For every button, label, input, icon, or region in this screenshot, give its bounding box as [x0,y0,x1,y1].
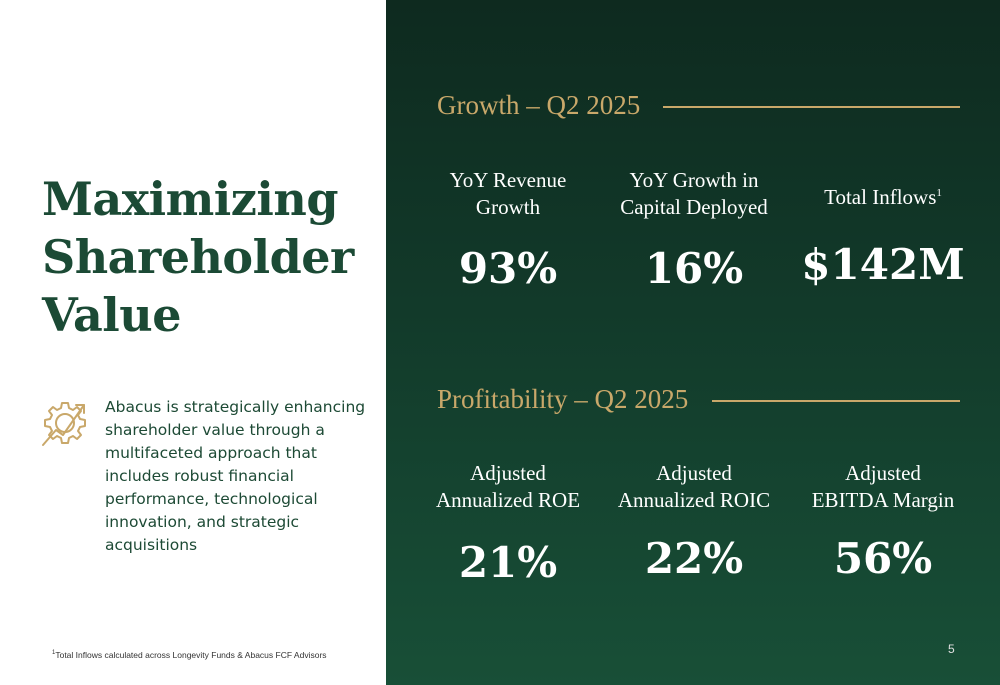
title-line-2: Shareholder [42,230,354,284]
footnote: 1Total Inflows calculated across Longevi… [52,650,327,660]
label-line: Annualized ROIC [617,488,771,512]
footnote-marker: 1 [52,650,56,657]
profitability-metric-3-value: 56% [833,534,933,583]
growth-metric-3-value: $142M [801,240,965,289]
profitability-metric-3-label: Adjusted EBITDA Margin [783,460,983,514]
growth-metric-2-label: YoY Growth in Capital Deployed [594,167,794,221]
growth-metric-3-label: Total Inflows1 [783,180,983,211]
right-panel [386,0,1000,685]
label-line: Growth [475,195,541,219]
label-line: Adjusted [845,461,921,485]
profitability-divider [712,400,960,402]
title-line-1: Maximizing [42,172,338,226]
profitability-heading: Profitability – Q2 2025 [437,384,689,414]
footnote-ref: 1 [936,187,942,199]
title-line-3: Value [42,288,181,342]
gear-growth-icon [42,402,86,446]
label-line: Capital Deployed [620,195,768,219]
label-line: Total Inflows [824,185,937,209]
description-text: Abacus is strategically enhancing shareh… [105,398,366,554]
growth-metric-1-value: 93% [458,244,558,293]
label-line: YoY Revenue [449,168,567,192]
profitability-metric-2-label: Adjusted Annualized ROIC [594,460,794,514]
label-line: YoY Growth in [629,168,759,192]
footnote-text: Total Inflows calculated across Longevit… [55,650,327,660]
profitability-metric-1-value: 21% [458,538,558,587]
label-line: EBITDA Margin [811,488,955,512]
page-number: 5 [948,642,955,656]
growth-metric-1-label: YoY Revenue Growth [408,167,608,221]
growth-divider [663,106,960,108]
page-title: Maximizing Shareholder Value [42,170,372,344]
label-line: Annualized ROE [435,488,581,512]
growth-metric-2-value: 16% [644,244,744,293]
label-line: Adjusted [656,461,732,485]
label-line: Adjusted [470,461,546,485]
growth-heading: Growth – Q2 2025 [437,90,641,120]
left-panel: Maximizing Shareholder Value Abacus is s… [0,0,386,685]
profitability-metric-1-label: Adjusted Annualized ROE [408,460,608,514]
profitability-metric-2-value: 22% [644,534,744,583]
